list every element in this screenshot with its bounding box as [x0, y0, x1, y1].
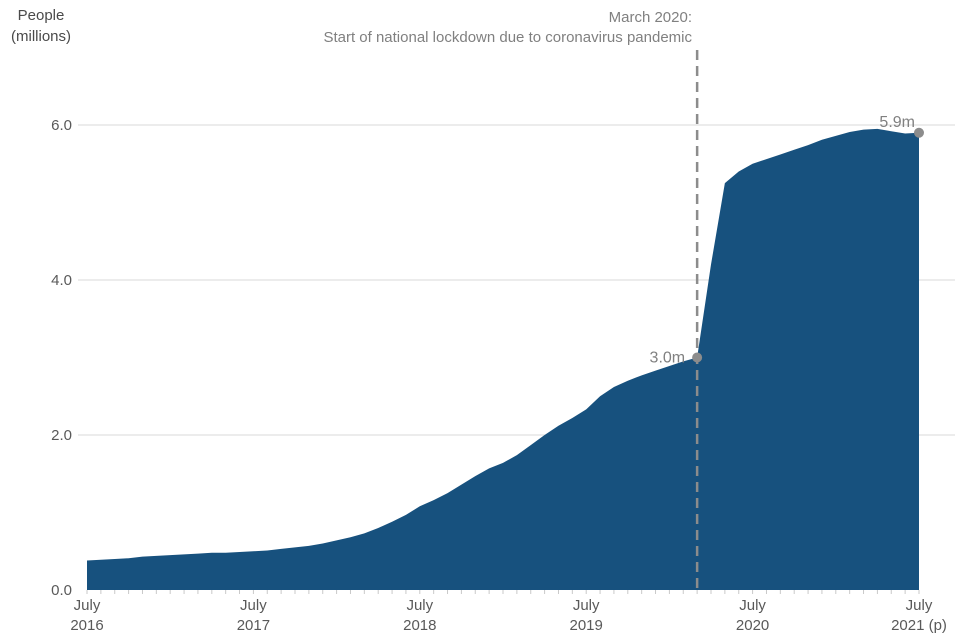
- x-tick-label: 2021 (p): [891, 617, 947, 634]
- x-tick-label: July: [74, 597, 101, 614]
- x-tick-label: July: [240, 597, 267, 614]
- data-point-marker: [692, 352, 703, 363]
- x-tick-label: 2020: [736, 617, 769, 634]
- y-tick-label: 6.0: [51, 117, 72, 134]
- lockdown-annotation-line1: March 2020:: [608, 9, 692, 26]
- x-tick-label: July: [573, 597, 600, 614]
- data-point-marker: [914, 127, 924, 138]
- y-axis-title: People (millions): [6, 5, 76, 47]
- x-tick-label: 2018: [403, 617, 436, 634]
- x-tick-label: July: [406, 597, 433, 614]
- lockdown-annotation: March 2020: Start of national lockdown d…: [323, 8, 692, 48]
- x-tick-label: July: [906, 597, 933, 614]
- x-tick-label: July: [739, 597, 766, 614]
- x-tick-label: 2017: [237, 617, 270, 634]
- y-axis-title-line2: (millions): [11, 28, 71, 45]
- lockdown-annotation-line2: Start of national lockdown due to corona…: [323, 29, 692, 46]
- data-point-label: 5.9m: [879, 114, 915, 131]
- x-tick-label: 2019: [570, 617, 603, 634]
- y-tick-label: 0.0: [51, 582, 72, 599]
- y-tick-label: 4.0: [51, 272, 72, 289]
- x-tick-label: 2016: [70, 617, 103, 634]
- y-axis-title-line1: People: [17, 7, 65, 24]
- data-point-label: 3.0m: [650, 350, 686, 367]
- area-series: [87, 128, 919, 590]
- y-tick-label: 2.0: [51, 427, 72, 444]
